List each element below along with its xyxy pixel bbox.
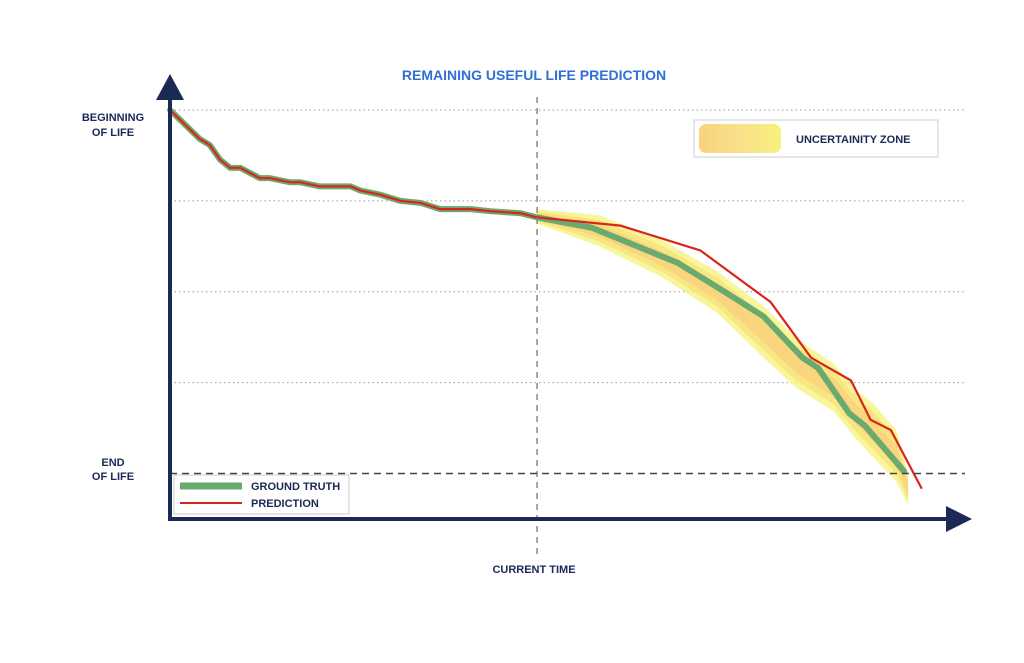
uncertainty-legend-label: UNCERTAINITY ZONE xyxy=(796,134,911,146)
uncertainty-legend: UNCERTAINITY ZONE xyxy=(693,119,939,158)
legend-label-prediction: PREDICTION xyxy=(251,498,319,510)
uncertainty-band xyxy=(537,209,909,505)
uncertainty-band-outer xyxy=(537,209,909,505)
current-time-label: CURRENT TIME xyxy=(492,564,575,576)
y-label-end-line2: OF LIFE xyxy=(92,471,134,483)
series-lines xyxy=(167,107,923,489)
y-label-end-line1: END xyxy=(101,457,124,469)
axes xyxy=(156,74,972,532)
chart-title: REMAINING USEFUL LIFE PREDICTION xyxy=(402,67,666,83)
uncertainty-legend-swatch xyxy=(699,124,781,153)
y-label-beginning-line2: OF LIFE xyxy=(92,127,134,139)
uncertainty-band-inner xyxy=(537,213,909,496)
x-axis-arrow xyxy=(946,506,972,532)
series-legend-box xyxy=(173,474,350,515)
series-line-prediction xyxy=(168,108,923,489)
series-legend: GROUND TRUTH PREDICTION xyxy=(173,474,350,515)
y-label-beginning-line1: BEGINNING xyxy=(82,112,144,124)
y-axis-arrow xyxy=(156,74,184,100)
legend-label-ground-truth: GROUND TRUTH xyxy=(251,481,340,493)
uncertainty-band-middle xyxy=(537,211,909,500)
